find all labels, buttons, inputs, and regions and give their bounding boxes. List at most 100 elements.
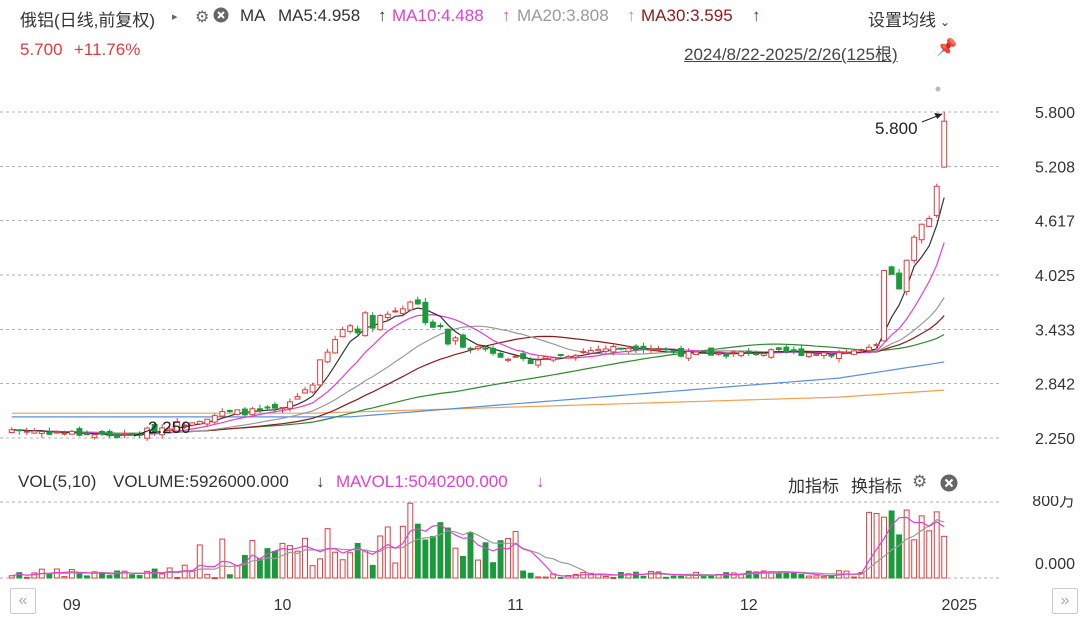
volume-bar <box>114 570 120 579</box>
close-icon[interactable] <box>940 474 958 497</box>
candle <box>332 339 339 354</box>
volume-bar <box>896 534 903 579</box>
volume-bar <box>16 572 23 579</box>
candle <box>610 346 617 353</box>
volume-bar <box>279 542 286 579</box>
volume-bar <box>294 550 301 579</box>
volume-bar <box>46 573 53 579</box>
candle <box>68 430 75 435</box>
candle <box>23 430 30 433</box>
candle <box>888 266 895 275</box>
candle <box>347 325 354 332</box>
candle <box>790 349 797 352</box>
scroll-right-button[interactable]: » <box>1052 588 1078 614</box>
volume-bar <box>354 542 361 579</box>
volume-bar <box>241 554 248 579</box>
candle <box>760 353 767 356</box>
candle <box>106 430 113 437</box>
candle <box>482 347 489 350</box>
volume-bar <box>625 573 632 579</box>
candle <box>700 350 707 353</box>
volume-bar <box>798 573 805 579</box>
volume-arrow: ↓ <box>316 472 325 491</box>
candle <box>617 347 624 350</box>
candle <box>151 424 158 433</box>
candle <box>324 351 331 363</box>
gear-icon[interactable]: ⚙ <box>195 9 210 26</box>
candle <box>542 356 549 360</box>
volume-bar <box>708 575 715 579</box>
gear-icon[interactable]: ⚙ <box>912 472 928 491</box>
candle <box>693 351 700 356</box>
volume-chart[interactable]: 800万 0.000 <box>0 496 1080 586</box>
candle <box>775 347 782 350</box>
candle <box>354 328 361 334</box>
volume-bar <box>444 527 451 579</box>
volume-bar <box>399 525 406 579</box>
volume-bar <box>881 516 888 579</box>
candle <box>272 403 278 409</box>
x-tick-label: 11 <box>507 597 524 614</box>
candle <box>708 347 715 356</box>
volume-bar <box>174 576 181 579</box>
candle <box>881 269 888 342</box>
candle <box>903 259 910 293</box>
add-indicator-button[interactable]: 加指标 <box>788 477 839 496</box>
volume-bar <box>106 575 113 579</box>
volume-bar <box>196 544 203 579</box>
low-annotation: 2.250 <box>148 418 191 437</box>
y-tick-label: 4.617 <box>1035 214 1075 231</box>
scroll-left-button[interactable]: « <box>10 588 36 614</box>
mavol-arrow: ↓ <box>536 472 545 491</box>
candle <box>490 347 496 354</box>
candlestick-chart[interactable]: 5.800 5.208 4.617 4.025 3.433 2.842 2.250 5.800… <box>0 80 1080 465</box>
candle <box>512 355 519 358</box>
candle <box>226 410 233 413</box>
candle <box>655 348 662 351</box>
volume-bar <box>535 576 542 579</box>
candle <box>84 432 90 436</box>
candle <box>505 358 512 361</box>
ma10-value: MA10:4.488 <box>392 6 484 25</box>
candle <box>302 389 308 394</box>
candle <box>805 352 812 357</box>
dropdown-arrow-icon[interactable]: ▸ <box>172 11 178 23</box>
candle <box>399 308 406 315</box>
candle <box>918 223 925 241</box>
volume-bar <box>347 552 354 579</box>
volume-bar <box>475 559 481 579</box>
volume-bar <box>610 576 617 579</box>
candle <box>114 433 120 438</box>
volume-bar <box>520 570 527 579</box>
volume-bar <box>219 538 226 579</box>
candle <box>520 353 527 360</box>
volume-bar <box>527 572 534 579</box>
volume-bar <box>512 530 519 579</box>
vol-label: VOL(5,10) <box>18 472 97 491</box>
volume-bar <box>234 564 241 579</box>
candle <box>497 352 504 358</box>
ma5-line <box>11 197 945 436</box>
volume-bar <box>61 576 68 579</box>
candle <box>99 430 105 435</box>
date-range[interactable]: 2024/8/22-2025/2/26(125根) <box>684 45 898 64</box>
set-ma-button[interactable]: 设置均线 ⌄ <box>868 6 950 31</box>
mavol-value: MAVOL1:5040200.000 <box>336 472 508 491</box>
candle <box>166 428 173 431</box>
arrow-icon <box>934 113 943 119</box>
volume-bar <box>287 545 293 579</box>
candle <box>181 424 188 427</box>
volume-indicator-bar: VOL(5,10) VOLUME:5926000.000 ↓ MAVOL1:50… <box>0 470 1080 496</box>
volume-bar <box>926 530 933 579</box>
pin-icon[interactable]: 📌 <box>936 38 958 57</box>
candle <box>219 411 226 417</box>
volume-bar <box>121 570 128 579</box>
close-icon[interactable] <box>213 7 229 28</box>
ma120-line <box>11 361 945 418</box>
candle <box>189 422 196 426</box>
volume-bar <box>68 569 75 579</box>
volume-bar <box>655 571 662 579</box>
switch-indicator-button[interactable]: 换指标 <box>851 477 902 496</box>
candle <box>444 328 451 345</box>
candle <box>53 431 60 434</box>
